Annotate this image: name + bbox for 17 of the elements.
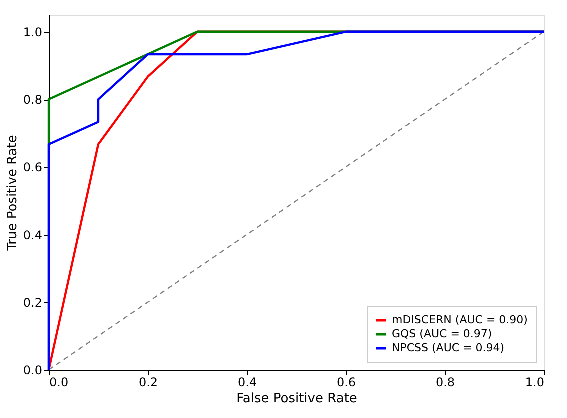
x-tick-label: 0.6: [336, 376, 356, 390]
x-tick-label: 1.0: [525, 376, 544, 390]
legend-label: NPCSS (AUC = 0.94): [392, 342, 505, 354]
y-tick-label: 0.4: [23, 228, 42, 242]
y-tick-label: 0.0: [23, 364, 42, 378]
x-axis-title: False Positive Rate: [236, 392, 358, 406]
y-tick-label: 0.6: [23, 160, 42, 175]
y-tick-label: 0.8: [23, 93, 42, 108]
x-tick-label: 0.0: [50, 376, 69, 390]
legend-label: mDISCERN (AUC = 0.90): [392, 314, 528, 326]
x-tick-label: 0.4: [238, 376, 258, 390]
legend-label: GQS (AUC = 0.97): [392, 328, 492, 340]
x-tick-label: 0.2: [138, 376, 158, 390]
x-tick-label: 0.8: [436, 376, 456, 390]
y-tick-label: 0.2: [23, 296, 42, 310]
y-tick-label: 1.0: [23, 25, 42, 40]
y-axis-title: True Positive Rate: [5, 135, 20, 252]
